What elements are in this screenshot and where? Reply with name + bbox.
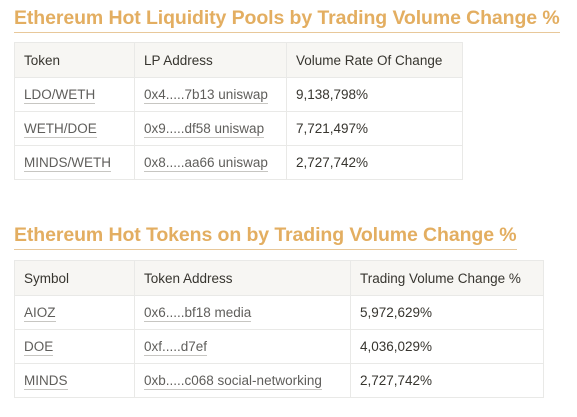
token-link[interactable]: MINDS/WETH [24, 155, 111, 172]
column-header-lp-address: LP Address [134, 42, 287, 78]
table-row: MINDS/WETH 0x8.....aa66 uniswap 2,727,74… [14, 145, 463, 180]
symbol-cell: DOE [14, 329, 135, 364]
pools-section-title: Ethereum Hot Liquidity Pools by Trading … [14, 5, 560, 33]
lp-address-link[interactable]: 0x4.....7b13 uniswap [144, 87, 268, 104]
symbol-link[interactable]: MINDS [24, 373, 68, 390]
lp-address-link[interactable]: 0x9.....df58 uniswap [144, 121, 265, 138]
table-row: DOE 0xf.....d7ef 4,036,029% [14, 329, 544, 364]
tokens-section-title: Ethereum Hot Tokens on by Trading Volume… [14, 222, 517, 250]
column-header-volume-rate: Volume Rate Of Change [286, 42, 463, 78]
table-row: AIOZ 0x6.....bf18 media 5,972,629% [14, 295, 544, 330]
volume-change-cell: 2,727,742% [350, 363, 544, 398]
liquidity-pools-table: Token LP Address Volume Rate Of Change L… [14, 42, 463, 180]
lp-address-cell: 0x8.....aa66 uniswap [134, 145, 287, 180]
token-link[interactable]: LDO/WETH [24, 87, 96, 104]
column-header-trading-volume-change: Trading Volume Change % [350, 260, 544, 296]
token-cell: WETH/DOE [14, 111, 135, 146]
column-header-token-address: Token Address [134, 260, 351, 296]
token-address-cell: 0xf.....d7ef [134, 329, 351, 364]
token-address-cell: 0xb.....c068 social-networking [134, 363, 351, 398]
token-address-link[interactable]: 0x6.....bf18 media [144, 305, 252, 322]
table-header-row: Token LP Address Volume Rate Of Change [14, 42, 463, 78]
lp-address-cell: 0x4.....7b13 uniswap [134, 77, 287, 112]
token-link[interactable]: WETH/DOE [24, 121, 97, 138]
table-row: MINDS 0xb.....c068 social-networking 2,7… [14, 363, 544, 398]
volume-change-cell: 9,138,798% [286, 77, 463, 112]
volume-change-cell: 2,727,742% [286, 145, 463, 180]
symbol-cell: MINDS [14, 363, 135, 398]
symbol-link[interactable]: AIOZ [24, 305, 56, 322]
lp-address-link[interactable]: 0x8.....aa66 uniswap [144, 155, 268, 172]
column-header-token: Token [14, 42, 135, 78]
symbol-link[interactable]: DOE [24, 339, 54, 356]
token-cell: LDO/WETH [14, 77, 135, 112]
table-header-row: Symbol Token Address Trading Volume Chan… [14, 260, 544, 296]
table-row: WETH/DOE 0x9.....df58 uniswap 7,721,497% [14, 111, 463, 146]
table-row: LDO/WETH 0x4.....7b13 uniswap 9,138,798% [14, 77, 463, 112]
column-header-symbol: Symbol [14, 260, 135, 296]
token-address-link[interactable]: 0xf.....d7ef [144, 339, 208, 356]
hot-tokens-table: Symbol Token Address Trading Volume Chan… [14, 260, 544, 398]
token-address-link[interactable]: 0xb.....c068 social-networking [144, 373, 322, 390]
lp-address-cell: 0x9.....df58 uniswap [134, 111, 287, 146]
volume-change-cell: 7,721,497% [286, 111, 463, 146]
volume-change-cell: 4,036,029% [350, 329, 544, 364]
token-cell: MINDS/WETH [14, 145, 135, 180]
token-address-cell: 0x6.....bf18 media [134, 295, 351, 330]
symbol-cell: AIOZ [14, 295, 135, 330]
volume-change-cell: 5,972,629% [350, 295, 544, 330]
